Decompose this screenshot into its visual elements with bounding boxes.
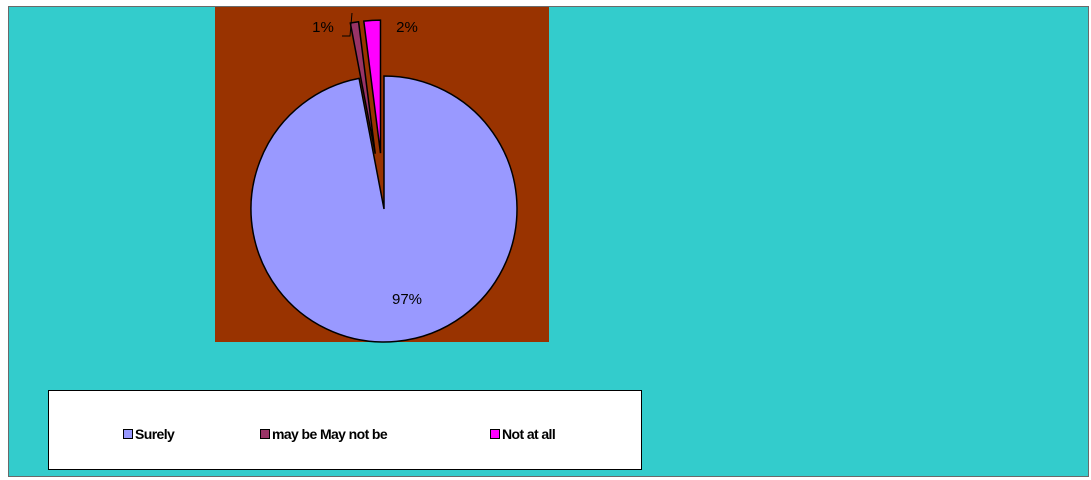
pie-slice-maybe [349,20,376,154]
pie-chart: 97% 1% 2% [250,12,518,343]
legend-item-surely: Surely [123,426,175,442]
legend-swatch-maybe [260,429,270,439]
pie-slice-surely [250,75,518,343]
pie-slice-not-at-all [362,19,382,154]
legend-swatch-not-at-all [490,429,500,439]
legend-label-surely: Surely [135,426,175,442]
leader-line-maybe [342,12,353,37]
data-label-not-at-all: 2% [396,19,418,36]
legend-item-not-at-all: Not at all [490,426,556,442]
legend-label-maybe: may be May not be [272,426,388,442]
legend-label-not-at-all: Not at all [502,426,556,442]
legend-swatch-surely [123,429,133,439]
data-label-surely: 97% [392,291,422,308]
legend: Surely may be May not be Not at all [48,390,642,470]
legend-item-maybe: may be May not be [260,426,388,442]
data-label-maybe: 1% [312,19,334,36]
chart-area: 97% 1% 2% Surely may be May not be Not at … [8,6,1089,477]
